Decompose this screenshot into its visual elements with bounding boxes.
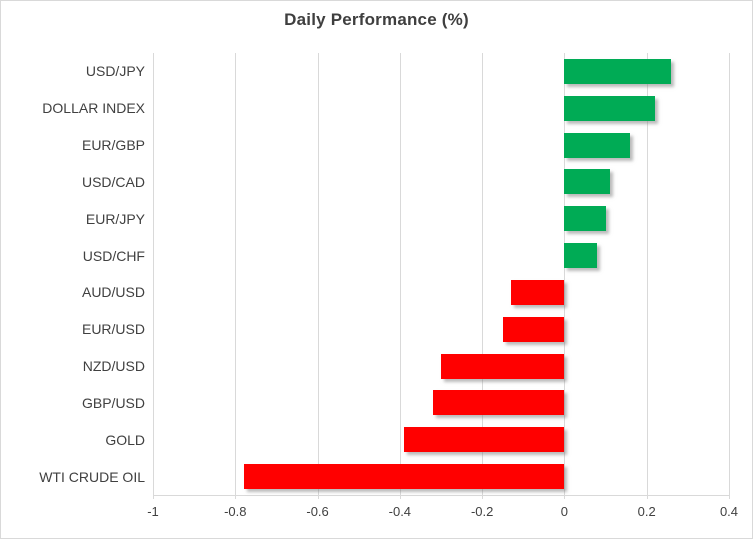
gridline--0.8: [235, 53, 237, 495]
tick-mark-0.2: [646, 495, 648, 499]
category-label-gbp-usd: GBP/USD: [81, 394, 145, 411]
category-label-usd-chf: USD/CHF: [82, 247, 145, 264]
bar-wti-crude-oil: [243, 464, 565, 490]
category-label-dollar-index: DOLLAR INDEX: [42, 100, 145, 117]
x-tick-label: 0.4: [719, 504, 739, 519]
category-label-usd-cad: USD/CAD: [81, 173, 145, 190]
x-tick-label: 0: [560, 504, 569, 519]
category-label-wti-crude-oil: WTI CRUDE OIL: [39, 468, 145, 485]
category-label-gold: GOLD: [105, 431, 145, 448]
x-tick-label: -1: [147, 504, 159, 519]
bar-eur-jpy: [564, 206, 606, 232]
category-label-aud-usd: AUD/USD: [81, 284, 145, 301]
bar-eur-usd: [502, 316, 565, 342]
bar-aud-usd: [510, 279, 565, 305]
chart-title: Daily Performance (%): [284, 10, 469, 29]
category-label-eur-usd: EUR/USD: [81, 321, 145, 338]
tick-mark--0.8: [235, 495, 237, 499]
tick-mark-0.4: [729, 495, 730, 499]
bar-eur-gbp: [564, 132, 631, 158]
category-label-usd-jpy: USD/JPY: [85, 63, 145, 80]
category-label-eur-gbp: EUR/GBP: [81, 137, 145, 154]
gridline-0.2: [646, 53, 648, 495]
x-tick-label: 0.2: [637, 504, 656, 519]
bar-gold: [403, 427, 565, 453]
gridline--0.6: [317, 53, 319, 495]
gridline--0.4: [399, 53, 401, 495]
bar-gbp-usd: [432, 390, 565, 416]
bar-usd-chf: [564, 243, 598, 269]
gridline-0: [564, 53, 566, 495]
gridline-0.4: [729, 53, 730, 495]
bar-usd-jpy: [564, 58, 672, 84]
tick-mark--0.6: [317, 495, 319, 499]
gridline--1: [153, 53, 154, 495]
tick-mark--0.4: [399, 495, 401, 499]
tick-mark-0: [564, 495, 566, 499]
x-tick-label: -0.6: [306, 504, 329, 519]
bar-usd-cad: [564, 169, 610, 195]
bar-nzd-usd: [441, 353, 565, 379]
bar-dollar-index: [564, 95, 655, 121]
tick-mark--1: [153, 495, 154, 499]
category-label-nzd-usd: NZD/USD: [82, 358, 145, 375]
x-tick-label: -0.2: [470, 504, 494, 519]
category-label-eur-jpy: EUR/JPY: [85, 210, 145, 227]
x-axis-line: [153, 495, 729, 496]
tick-mark--0.2: [482, 495, 484, 499]
x-tick-label: -0.8: [224, 504, 247, 519]
x-tick-label: -0.4: [388, 504, 412, 519]
gridline--0.2: [482, 53, 484, 495]
